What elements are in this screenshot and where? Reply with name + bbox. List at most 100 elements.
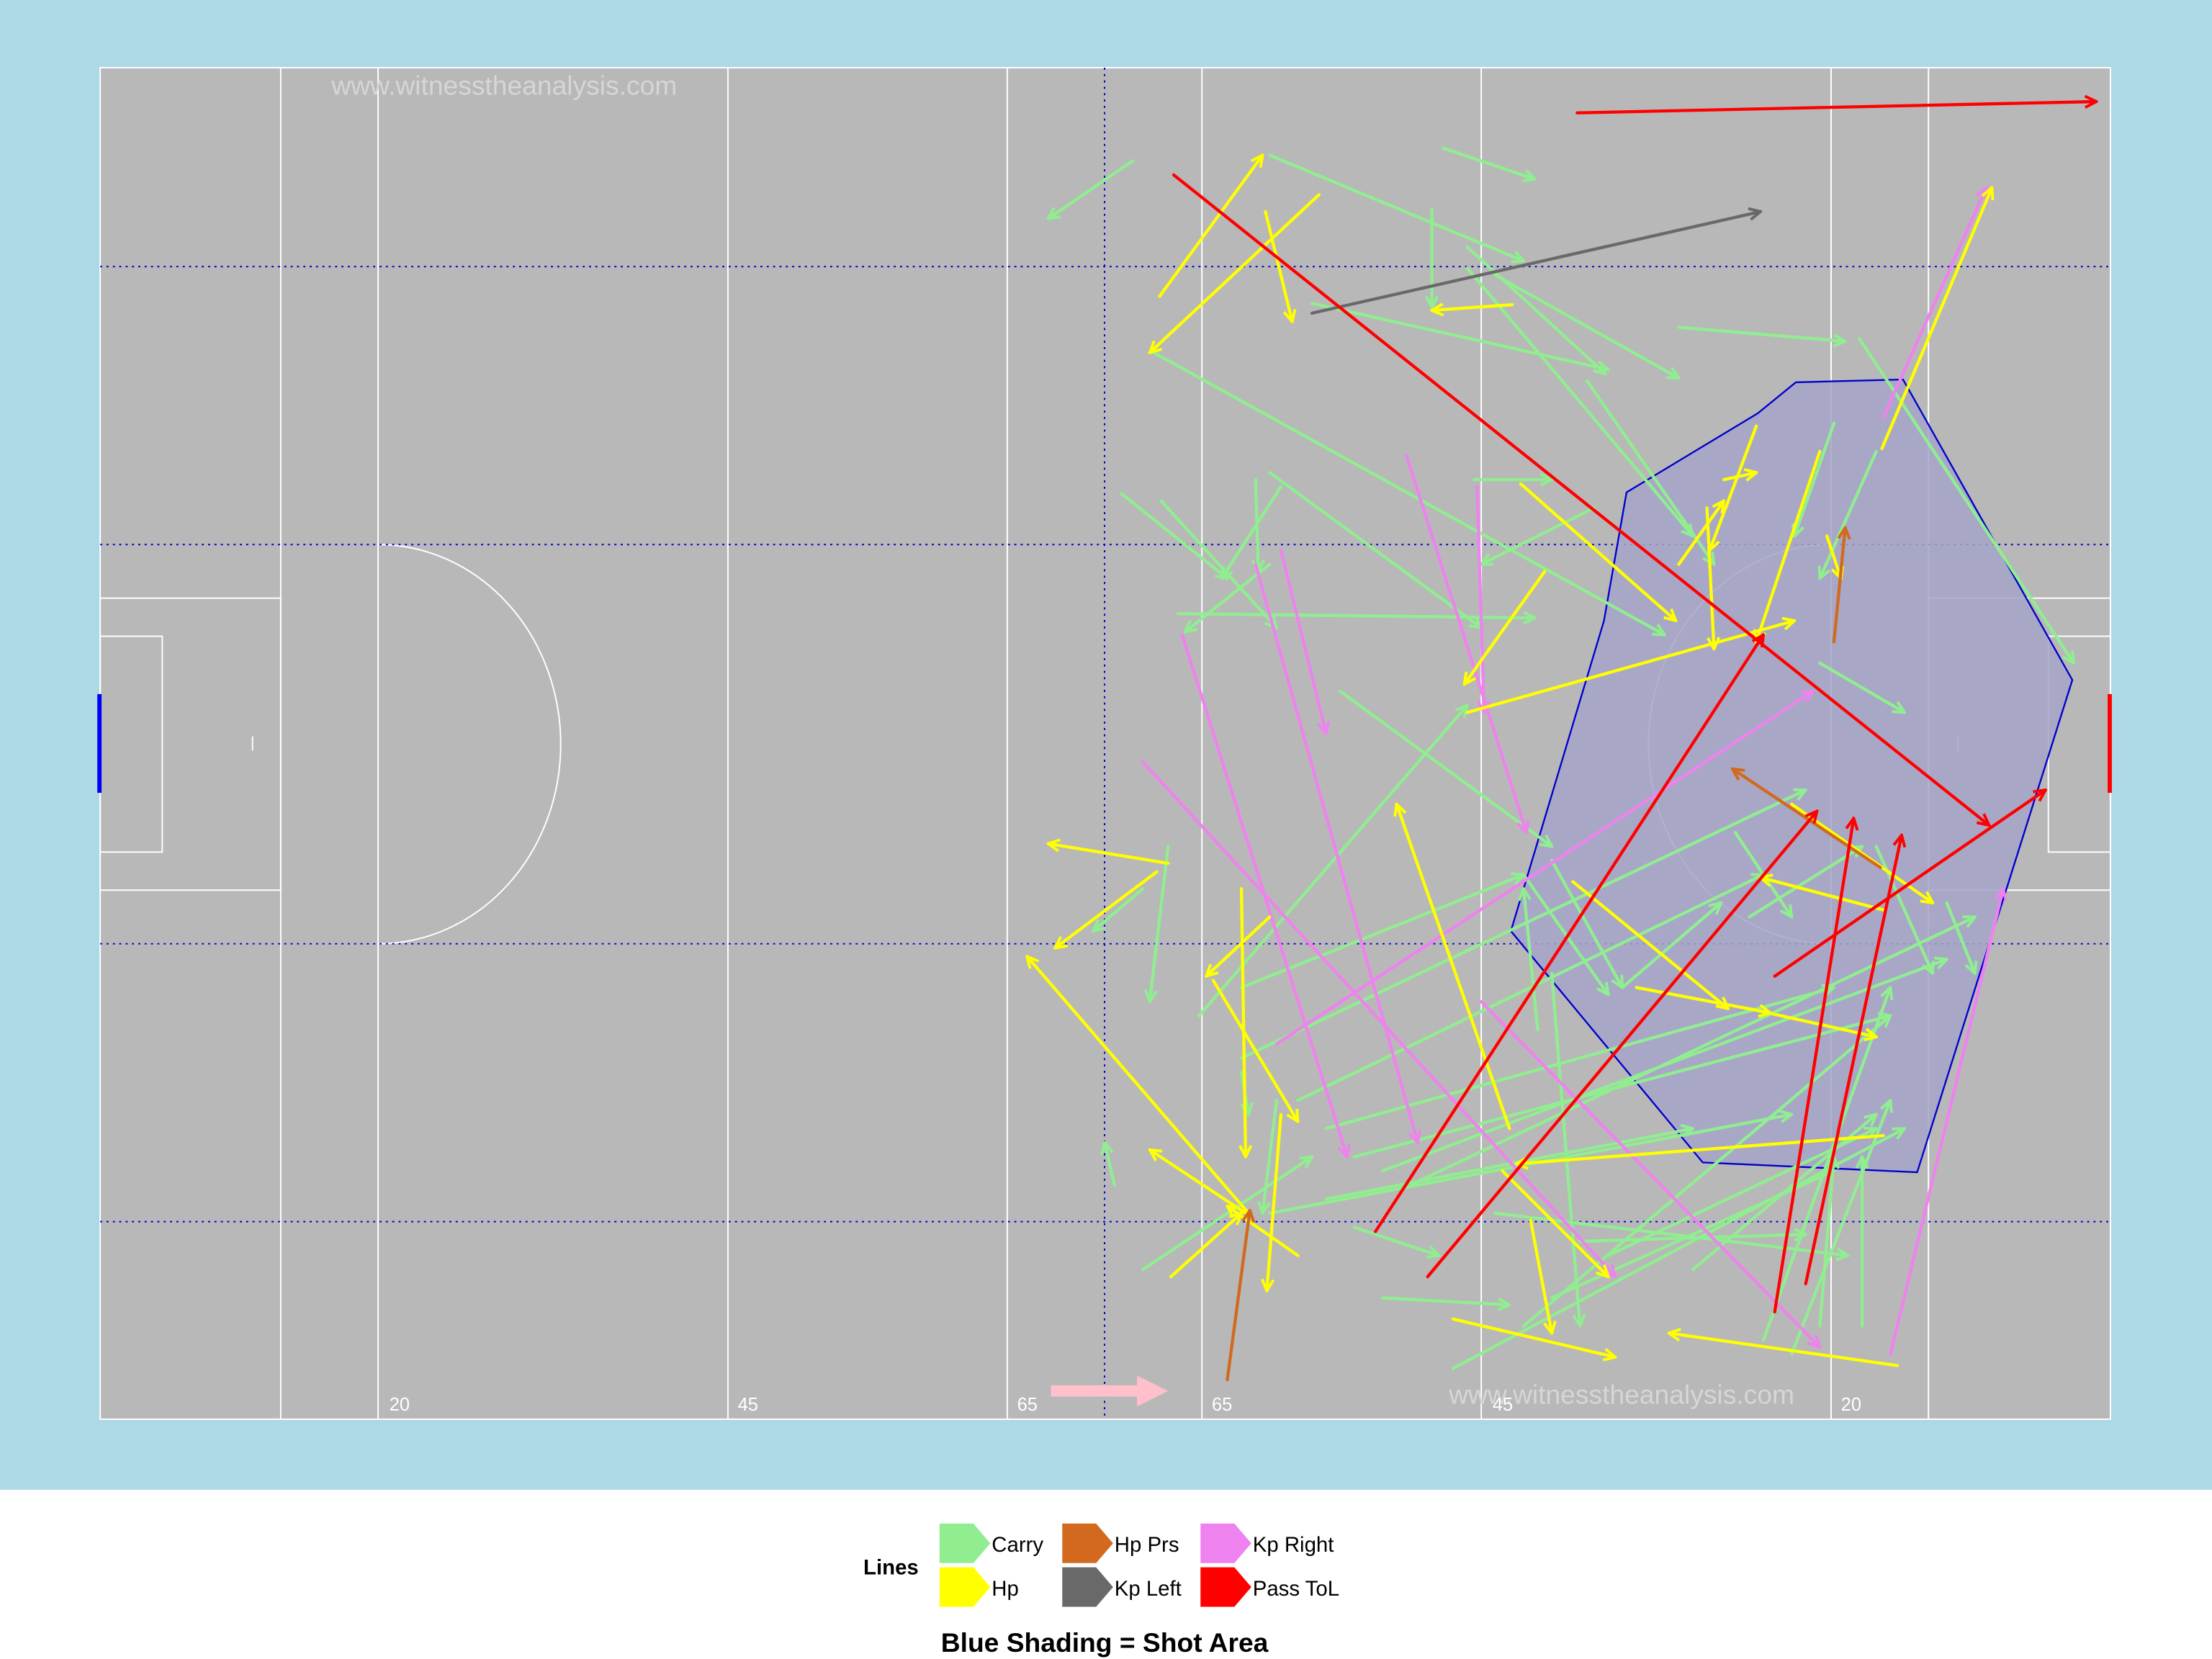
carry-arrow: [1352, 1226, 1439, 1255]
hp-arrow: [1241, 887, 1246, 1159]
hp-arrow: [1880, 188, 1992, 451]
hp-arrow: [1432, 305, 1514, 310]
kp-right-arrow: [1475, 485, 1484, 712]
hp-prs-arrow: [1832, 528, 1845, 644]
legend-label-hp-prs: Hp Prs: [1115, 1533, 1179, 1557]
hp-arrow: [1211, 979, 1298, 1122]
carry-arrow: [1550, 858, 1624, 987]
legend-item-kp-right: Kp Right: [1200, 1523, 1334, 1563]
legend-label-carry: Carry: [992, 1533, 1043, 1557]
carry-arrow: [1256, 477, 1259, 571]
kp-right-arrow: [1274, 691, 1812, 1046]
carry-arrow: [1152, 351, 1665, 637]
pass-tol-swatch-icon: [1200, 1567, 1251, 1607]
hp-arrow: [1571, 880, 1728, 1008]
carry-arrow: [1048, 159, 1135, 218]
hp-arrow: [1048, 844, 1170, 866]
hp-arrow: [1825, 534, 1841, 578]
hp-prs-swatch-icon: [1062, 1523, 1113, 1563]
carry-arrow: [1120, 492, 1228, 579]
hp-arrow: [1501, 1169, 1609, 1277]
carry-arrow: [1176, 613, 1537, 618]
hp-arrow: [1267, 1112, 1283, 1291]
carry-arrow: [1521, 1016, 1890, 1328]
distance-label-65-right: 65: [1212, 1395, 1232, 1415]
legend-title: Lines: [863, 1555, 919, 1579]
carry-arrow: [1296, 875, 1763, 1102]
carry-arrow: [1339, 689, 1552, 847]
carry-arrow: [1794, 421, 1836, 536]
kp-right-arrow: [1881, 188, 1987, 420]
hp-arrow: [1055, 870, 1159, 948]
hp-arrow: [1264, 210, 1292, 322]
direction-arrow-icon: [1051, 1375, 1169, 1407]
carry-arrow: [1818, 661, 1905, 713]
legend-label-hp: Hp: [992, 1577, 1019, 1601]
hp-arrow: [1227, 1206, 1300, 1257]
watermark-bottom: www.witnesstheanalysis.com: [1448, 1379, 1794, 1409]
legend-item-hp-prs: Hp Prs: [1062, 1523, 1179, 1563]
carry-arrow: [1185, 562, 1272, 632]
hp-arrow: [1761, 878, 1885, 912]
pass-tol-arrow: [1773, 818, 1854, 1314]
legend: Lines Carry Hp Hp Prs Kp Left Kp Right P…: [863, 1523, 1339, 1607]
arrows-layer: [1027, 102, 2096, 1382]
carry-arrow: [1820, 449, 1878, 578]
hp-arrow: [1669, 1333, 1899, 1367]
kp-left-swatch-icon: [1062, 1567, 1113, 1607]
carry-arrow: [1465, 266, 1693, 536]
legend-item-pass-tol: Pass ToL: [1200, 1567, 1339, 1607]
carry-arrow: [1818, 1157, 1834, 1328]
carry-arrow: [1748, 847, 1862, 919]
legend-label-kp-right: Kp Right: [1253, 1533, 1334, 1557]
hp-arrow: [1465, 570, 1547, 684]
carry-arrow: [1310, 302, 1608, 369]
hp-prs-arrow: [1226, 1210, 1249, 1382]
carry-arrow: [1268, 153, 1524, 261]
hp-arrow: [1705, 506, 1714, 649]
hp-arrow: [1710, 424, 1758, 550]
carry-arrow: [1268, 471, 1481, 628]
pass-tol-arrow: [1804, 835, 1902, 1286]
carry-arrow: [1222, 485, 1283, 578]
carry-arrow: [1409, 917, 1975, 1187]
carry-arrow: [1324, 1128, 1693, 1201]
carry-arrow: [1105, 1143, 1116, 1187]
hp-arrow: [1748, 1007, 1876, 1037]
hp-arrow: [1169, 1213, 1241, 1279]
carry-arrow: [1324, 987, 1834, 1130]
carry-arrow: [1093, 887, 1145, 931]
kp-right-arrow: [1141, 760, 1615, 1277]
right-goal-marker: [2108, 693, 2112, 793]
hp-arrow: [1722, 472, 1756, 480]
hp-arrow: [1519, 482, 1676, 621]
hp-arrow: [1451, 1317, 1615, 1357]
carry-arrow: [1352, 1016, 1890, 1159]
channel-lines: [100, 68, 2110, 1419]
carry-arrow: [1481, 506, 1596, 566]
pass-tol-arrow: [1426, 811, 1817, 1279]
carry-arrow: [1945, 901, 1975, 974]
hp-arrow: [1150, 1150, 1248, 1215]
watermark-top: www.witnesstheanalysis.com: [331, 70, 677, 100]
carry-arrow: [1465, 245, 1606, 374]
legend-label-pass-tol: Pass ToL: [1253, 1577, 1339, 1601]
carry-arrow: [1262, 1099, 1279, 1213]
pass-tol-arrow: [1172, 173, 1989, 825]
distance-label-45-left: 45: [738, 1395, 758, 1415]
pass-tol-arrow: [1773, 790, 2046, 978]
carry-arrow: [1691, 1115, 1876, 1272]
hp-arrow: [1529, 1218, 1552, 1334]
carry-arrow: [1677, 325, 1845, 342]
hp-arrow: [1027, 956, 1251, 1215]
kp-right-arrow: [1889, 889, 2003, 1356]
hp-arrow: [1150, 193, 1321, 352]
legend-label-kp-left: Kp Left: [1115, 1577, 1182, 1601]
carry-arrow: [1493, 273, 1679, 380]
kp-right-arrow: [1479, 999, 1820, 1347]
distance-label-45-right: 45: [1493, 1395, 1513, 1415]
carry-arrow: [1550, 971, 1580, 1326]
carry-arrow: [1380, 1296, 1509, 1305]
legend-item-hp: Hp: [939, 1567, 1019, 1607]
